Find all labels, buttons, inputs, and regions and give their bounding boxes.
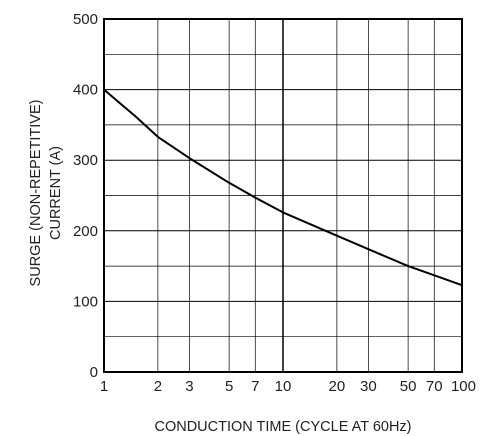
x-tick-label: 7 — [251, 378, 259, 395]
surge-current-curve — [103, 88, 463, 287]
y-tick-labels: 0 100 200 300 400 500 — [73, 11, 98, 381]
y-tick-label: 0 — [90, 364, 98, 381]
x-tick-label: 3 — [185, 378, 193, 395]
y-tick-label: 200 — [73, 223, 98, 240]
series-group — [103, 88, 463, 287]
x-axis-title: CONDUCTION TIME (CYCLE AT 60Hz) — [154, 419, 411, 435]
x-tick-label: 100 — [451, 378, 476, 395]
x-tick-label: 70 — [426, 378, 443, 395]
x-tick-label: 2 — [154, 378, 162, 395]
x-tick-label: 50 — [400, 378, 417, 395]
y-tick-label: 300 — [73, 152, 98, 169]
plot-frame — [103, 18, 463, 373]
y-tick-label: 100 — [73, 293, 98, 310]
x-tick-label: 20 — [329, 378, 346, 395]
y-axis-title-line-1: SURGE (NON-REPETITIVE) — [28, 100, 44, 287]
y-axis-title-line-2: CURRENT (A) — [48, 146, 64, 240]
y-tick-label: 500 — [73, 11, 98, 28]
grid-lines — [104, 19, 462, 372]
y-tick-label: 400 — [73, 82, 98, 99]
x-tick-label: 30 — [360, 378, 377, 395]
x-tick-label: 10 — [275, 378, 292, 395]
x-tick-label: 5 — [225, 378, 233, 395]
x-tick-label: 1 — [100, 378, 108, 395]
x-tick-labels: 1 2 3 5 7 10 20 30 50 70 100 — [100, 378, 476, 395]
